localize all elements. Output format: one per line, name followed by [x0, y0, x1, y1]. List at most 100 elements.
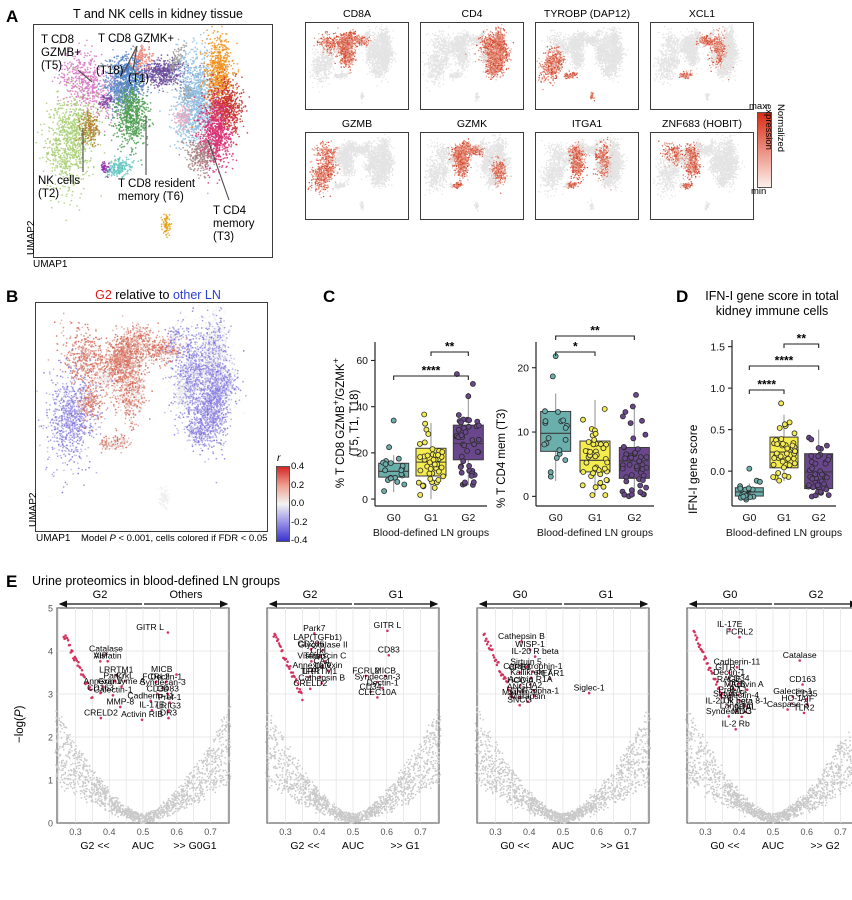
panel-c-boxplot-cd8[interactable]: 0 20 40 60 G0 G1 G2 ** **** Blood-defined LN grou… [331, 318, 493, 540]
volcano-left-group: G2 [93, 589, 108, 601]
volcano-gene-label: Granzyme A [98, 676, 146, 686]
panel-c1-ylabel: % T CD8 GZMB+/GZMK+ (T5, T1, T18) [331, 328, 363, 518]
volcano-gene-label: Pref-1 [718, 684, 742, 694]
volcano-gene-label: Park7 [303, 623, 326, 633]
volcano-left-group: G0 [513, 589, 528, 601]
volcano-gene-label: CD163 [87, 683, 114, 693]
volcano-gene-label: Galectin-1 [773, 686, 812, 696]
feature-umap-scatter [652, 133, 746, 211]
volcano-gene-label: ANG-1 [507, 681, 533, 691]
volcano-xaxis-mid: AUC [552, 840, 575, 852]
panel-c-letter: C [323, 288, 335, 305]
volcano-gene-label: CD34 [728, 673, 750, 683]
volcano-xaxis-right: >> G1 [600, 840, 629, 852]
volcano-xaxis-mid: AUC [762, 840, 785, 852]
volcano-left-group: G2 [303, 589, 318, 601]
volcano-right-group: G1 [599, 589, 614, 601]
annotation-t3: T CD4 memory (T3) [213, 205, 255, 244]
volcano-xaxis-left: G0 << [500, 840, 529, 852]
volcano-xaxis-mid: AUC [132, 840, 155, 852]
feature-plot-tyrobp[interactable] [535, 22, 639, 110]
panel-d-title-line2: kidney immune cells [716, 304, 829, 318]
volcano-gene-label: Tenascin C [304, 651, 347, 661]
volcano-gene-label: PEAR1 [536, 668, 564, 678]
volcano-gene-label: TFPI [300, 666, 319, 676]
volcano-left-group: G0 [723, 589, 738, 601]
umap-scatter-correlation [36, 304, 247, 511]
volcano-gene-label: MICB [724, 679, 746, 689]
feature-plot-cd8a[interactable] [305, 22, 409, 110]
colorbar-tick: -0.2 [291, 517, 307, 528]
volcano-gene-label: Sirtuin 5 [713, 689, 745, 699]
volcano-gene-label: Galectin-4 [720, 690, 759, 700]
feature-plot-xcl1[interactable] [650, 22, 754, 110]
volcano-gene-label: DR3 [160, 708, 177, 718]
annotation-t1: (T1) [128, 73, 149, 86]
panel-a-letter: A [6, 8, 18, 25]
feature-umap-scatter [423, 133, 512, 212]
volcano-gene-label: NTAL [735, 702, 757, 712]
feature-umap-scatter [652, 23, 743, 101]
volcano-gene-label: Cathepsin B [498, 631, 545, 641]
volcano-gene-label: Marapsin [510, 691, 546, 701]
footnote-italic-p: P [110, 533, 116, 544]
feature-plot-gzmk[interactable] [420, 132, 524, 220]
feature-plot-znf683[interactable] [650, 132, 754, 220]
volcano-gene-label: CA4 [313, 656, 330, 666]
volcano-gene-label: Visfatin [94, 651, 122, 661]
volcano-gene-label: MICB [375, 665, 397, 675]
volcano-gene-label: Cardiotrophin-1 [503, 661, 562, 671]
panel-b-title-otherln: other LN [173, 288, 221, 302]
panel-b-title-g2: G2 [95, 288, 112, 302]
volcano-header-arrows: G2 G1 [268, 589, 439, 608]
feature-plot-title: CD4 [420, 8, 524, 20]
volcano-gene-label: Ck beta 8-1 [723, 695, 768, 705]
annotation-t18: (T18) [96, 65, 123, 78]
volcano-right-group: G2 [809, 589, 824, 601]
feature-plot-gzmb[interactable] [305, 132, 409, 220]
volcano-gene-label: FCRL2 [726, 627, 753, 637]
feature-plot-title: ITGA1 [535, 118, 639, 130]
correlation-colorbar [276, 466, 290, 542]
feature-plot-itga1[interactable] [535, 132, 639, 220]
volcano-gene-label: IL-20 R beta [705, 695, 753, 705]
volcano-xaxis-right: >> G1 [390, 840, 419, 852]
panel-d-letter: D [676, 288, 688, 305]
volcano-gene-label: CD83 [157, 683, 179, 693]
volcano-gene-label: Activin RIB [121, 709, 163, 719]
volcano-gene-label: Visfatin [297, 651, 325, 661]
volcano-gene-label: Dectin-1 [713, 667, 745, 677]
volcano-xaxis-right: >> G2 [810, 840, 839, 852]
volcano-gene-label: Annexin V [84, 676, 123, 686]
panel-a-title: T and NK cells in kidney tissue [38, 7, 278, 21]
annotation-gzmk: T CD8 GZMK+ [98, 33, 174, 46]
volcano-gene-label: Langerin [720, 701, 754, 711]
volcano-gene-label: Catalase [89, 643, 123, 653]
feature-plot-cd4[interactable] [420, 22, 524, 110]
colorbar-tick: 0.2 [291, 480, 304, 491]
volcano-gene-label: Syndecan-3 [706, 706, 752, 716]
volcano-gene-label: IL-17E [717, 619, 743, 629]
volcano-gene-label: CD163 [789, 674, 816, 684]
volcano-gene-label: MMP-8 [106, 696, 134, 706]
volcano-gene-label: Siglec-1 [574, 683, 605, 693]
volcano-gene-label: GITR L [374, 620, 402, 630]
volcano-gene-label: FCRL2 [142, 671, 169, 681]
feature-umap-scatter [536, 26, 629, 102]
panel-d-boxplot[interactable]: 0.0 0.5 1.0 1.5 G0 G1 G2 ** **** **** Blood-define… [686, 314, 842, 540]
annotation-t6: T CD8 resident memory (T6) [118, 178, 195, 204]
volcano-xaxis-left: G0 << [710, 840, 739, 852]
panel-e-title: Urine proteomics in blood-defined LN gro… [32, 574, 280, 588]
panel-b-umap-plot[interactable] [35, 302, 268, 532]
volcano-gene-label: SNCG [507, 695, 532, 705]
panel-a-xaxis-label: UMAP1 [33, 259, 67, 270]
volcano-gene-label: Galectin-1 [93, 685, 132, 695]
volcano-xaxis-mid: AUC [342, 840, 365, 852]
panel-c-boxplot-cd4[interactable]: 0 10 20 G0 G1 G2 * ** Blood-defined LN groups % T… [496, 318, 660, 540]
volcano-gene-label: CD206 [298, 639, 325, 649]
